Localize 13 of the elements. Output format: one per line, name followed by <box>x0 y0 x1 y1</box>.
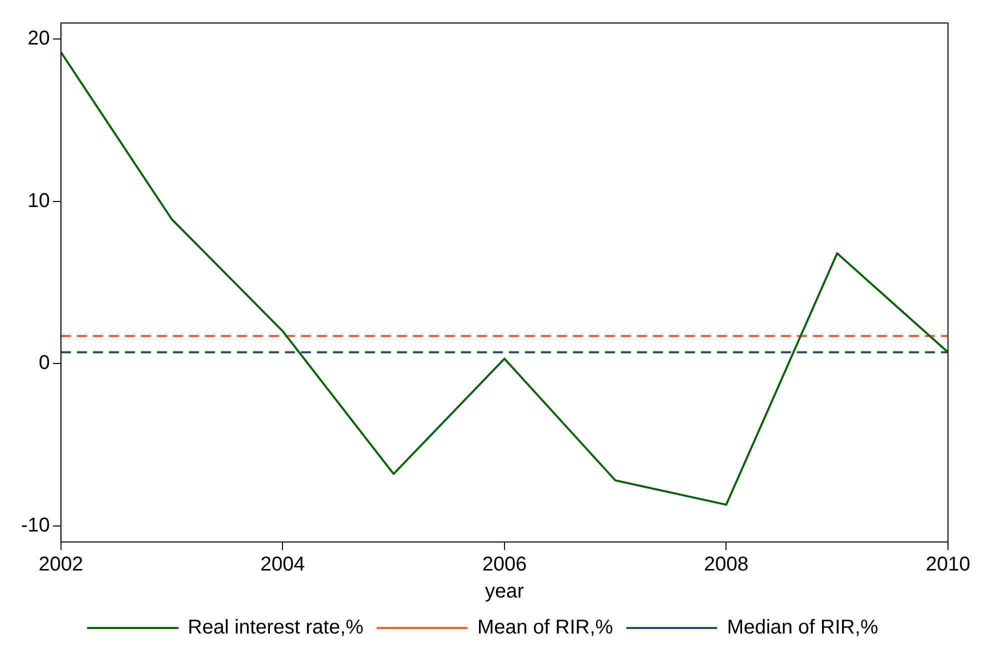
x-tick-label: 2006 <box>482 554 527 576</box>
y-tick-label: 10 <box>28 190 50 212</box>
x-tick-label: 2002 <box>38 554 84 576</box>
y-tick-label: 0 <box>38 352 50 374</box>
legend-label: Mean of RIR,% <box>477 616 614 639</box>
x-tick-label: 2010 <box>926 554 970 576</box>
legend-label: Real interest rate,% <box>188 616 364 639</box>
legend-label: Median of RIR,% <box>727 616 878 639</box>
y-tick-label: -10 <box>21 514 50 536</box>
x-tick-label: 2004 <box>260 554 305 576</box>
y-tick-label: 20 <box>28 28 50 50</box>
x-tick-label: 2008 <box>704 554 748 576</box>
x-axis-title: year <box>485 580 524 603</box>
